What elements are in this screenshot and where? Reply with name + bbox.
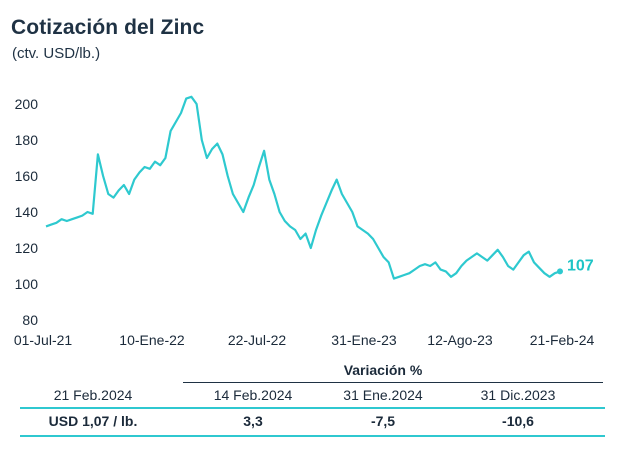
x-tick-label: 31-Ene-23: [331, 332, 397, 348]
last-value-label: 107: [567, 257, 594, 274]
chart-subtitle: (ctv. USD/lb.): [12, 45, 101, 62]
table-bottom-rule: [20, 435, 605, 437]
y-tick-label: 160: [15, 168, 39, 184]
column-31-ene-2024: 31 Ene.2024: [343, 387, 423, 403]
variation-vs-31-ene: -7,5: [370, 413, 396, 429]
y-tick-label: 180: [15, 132, 39, 148]
y-tick-label: 120: [15, 240, 39, 256]
last-value-marker: [557, 268, 563, 275]
table-top-rule: [20, 407, 605, 409]
zinc-price-chart: 80 100 120 140 160 180 200 01-Jul-21 10-Ene-22 2…: [14, 95, 595, 348]
y-tick-label: 100: [15, 276, 39, 292]
x-axis-ticks: 01-Jul-21 10-Ene-22 22-Jul-22 31-Ene-23 12-A…: [14, 332, 595, 348]
y-axis-ticks: 80 100 120 140 160 180 200: [15, 96, 39, 328]
x-tick-label: 10-Ene-22: [119, 332, 185, 348]
variation-header: Variación %: [343, 362, 423, 378]
x-tick-label: 01-Jul-21: [14, 332, 73, 348]
x-tick-label: 12-Ago-23: [427, 332, 493, 348]
column-31-dic-2023: 31 Dic.2023: [480, 387, 556, 403]
variation-vs-14-feb: 3,3: [243, 413, 263, 429]
y-tick-label: 80: [22, 312, 38, 328]
price-row-label: USD 1,07 / lb.: [48, 413, 138, 429]
x-tick-label: 21-Feb-24: [530, 332, 595, 348]
variation-header-rule: [183, 382, 603, 383]
y-tick-label: 200: [15, 96, 39, 112]
chart-title: Cotización del Zinc: [11, 16, 205, 39]
column-14-feb-2024: 14 Feb.2024: [213, 387, 293, 403]
x-tick-label: 22-Jul-22: [228, 332, 287, 348]
zinc-price-line: [45, 95, 561, 280]
variation-vs-31-dic: -10,6: [502, 413, 534, 429]
column-date: 21 Feb.2024: [53, 387, 133, 403]
y-tick-label: 140: [15, 204, 39, 220]
variation-table: Variación % 21 Feb.2024 14 Feb.2024 31 E…: [0, 356, 620, 456]
